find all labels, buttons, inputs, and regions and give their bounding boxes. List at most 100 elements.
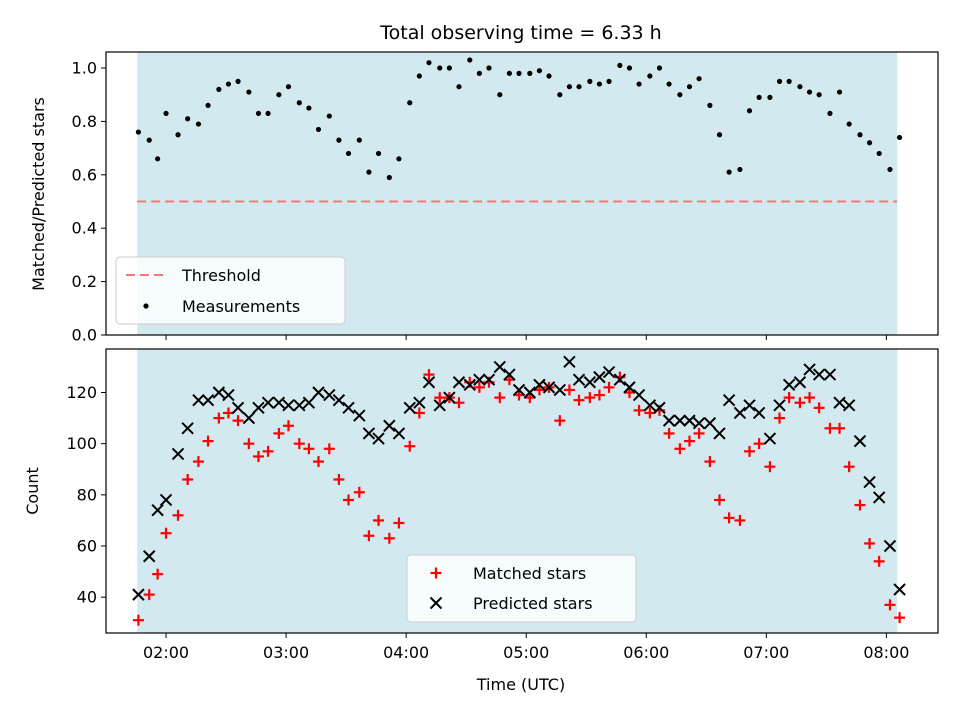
matched-star-point	[252, 450, 264, 462]
predicted-star-point	[463, 378, 476, 392]
predicted-star-point	[443, 391, 456, 404]
legend-threshold-label: Threshold	[181, 266, 261, 285]
measurement-point	[707, 102, 713, 108]
matched-star-point	[804, 392, 816, 404]
matched-star-point	[884, 599, 896, 611]
measurement-point	[696, 76, 702, 82]
matched-star-point	[273, 427, 285, 439]
matched-star-point	[723, 512, 735, 524]
measurement-point	[195, 121, 202, 127]
matched-star-point	[794, 397, 806, 409]
legend-predicted-label: Predicted stars	[473, 594, 593, 613]
predicted-star-point	[353, 409, 366, 422]
matched-star-point	[303, 443, 315, 455]
matched-star-point	[453, 397, 465, 409]
predicted-star-point	[493, 360, 506, 374]
legend-matched-swatch	[430, 567, 442, 579]
measurement-point	[546, 73, 552, 79]
matched-star-point	[584, 392, 596, 404]
matched-star-point	[494, 392, 506, 404]
predicted-star-point	[662, 414, 676, 427]
predicted-star-point	[872, 491, 886, 504]
predicted-star-point	[673, 414, 687, 427]
measurement-point	[576, 84, 582, 90]
measurement-point	[806, 89, 813, 95]
bottom-y-tick-label: 100	[66, 434, 97, 453]
measurement-point	[486, 65, 492, 71]
measurement-point	[146, 137, 152, 143]
matched-star-point	[693, 427, 705, 439]
measurement-point	[606, 78, 612, 84]
predicted-star-point	[159, 493, 173, 507]
top-y-tick-label: 0.4	[72, 219, 97, 238]
predicted-star-point	[323, 388, 336, 402]
predicted-star-point	[613, 373, 627, 386]
predicted-star-point	[833, 396, 846, 409]
predicted-star-point	[863, 475, 876, 489]
matched-star-point	[603, 381, 615, 393]
matched-star-point	[633, 404, 645, 416]
predicted-star-point	[703, 416, 717, 430]
predicted-star-point	[593, 370, 606, 384]
measurement-point	[827, 110, 833, 117]
predicted-star-point	[743, 399, 756, 412]
x-tick-label: 07:00	[743, 643, 789, 662]
measurement-point	[185, 116, 191, 122]
predicted-star-point	[282, 399, 295, 412]
predicted-star-point	[793, 376, 807, 389]
measurement-point	[726, 169, 732, 175]
matched-star-point	[573, 394, 585, 406]
measurement-point	[336, 137, 342, 143]
measurement-point	[426, 60, 432, 66]
predicted-star-point	[201, 393, 215, 407]
matched-star-point	[563, 384, 575, 396]
measurement-point	[686, 84, 693, 90]
top-legend-box	[115, 256, 346, 325]
matched-star-point	[232, 415, 244, 427]
predicted-star-point	[473, 373, 486, 386]
measurement-point	[566, 84, 573, 90]
measurement-point	[386, 174, 392, 181]
predicted-star-point	[733, 406, 747, 420]
bottom-y-axis-label: Count	[23, 467, 42, 515]
chart-title: Total observing time = 6.33 h	[379, 22, 661, 44]
predicted-star-point	[602, 365, 616, 379]
measurement-point	[896, 134, 903, 141]
bottom-y-tick-label: 120	[66, 383, 97, 402]
predicted-star-point	[763, 432, 777, 445]
matched-star-point	[132, 614, 144, 626]
x-tick-label: 08:00	[863, 643, 909, 662]
top-y-tick-label: 0.0	[72, 326, 97, 345]
predicted-star-point	[372, 432, 385, 445]
measurement-point	[296, 100, 302, 106]
matched-star-point	[222, 407, 234, 419]
matched-star-point	[343, 494, 355, 506]
measurement-point	[135, 129, 142, 135]
matched-star-point	[753, 438, 765, 450]
bottom-y-tick-label: 40	[77, 588, 97, 607]
predicted-star-point	[482, 373, 496, 386]
top-panel: Total observing time = 6.33 h 0.0 0.2 0.4 0…	[29, 22, 939, 345]
measurement-point	[366, 169, 372, 175]
matched-star-point	[524, 392, 536, 404]
measurement-point	[656, 65, 663, 71]
legend-predicted-swatch	[429, 596, 443, 610]
top-legend: Threshold Measurements	[115, 256, 346, 325]
measurement-point	[666, 81, 672, 87]
measurement-point	[887, 166, 893, 173]
measurement-point	[345, 150, 352, 157]
matched-star-point	[713, 494, 725, 506]
predicted-star-point	[553, 383, 567, 397]
measurement-point	[315, 126, 322, 133]
measurement-point	[396, 156, 402, 162]
matched-star-point	[282, 420, 294, 432]
predicted-star-point	[683, 414, 696, 427]
predicted-star-point	[222, 388, 235, 402]
measurement-point	[497, 92, 503, 98]
matched-star-point	[333, 473, 345, 485]
predicted-star-point	[583, 376, 597, 389]
legend-matched-label: Matched stars	[473, 564, 586, 583]
predicted-star-point	[312, 386, 325, 399]
measurement-point	[677, 92, 683, 98]
top-y-tick-label: 0.2	[72, 272, 97, 291]
